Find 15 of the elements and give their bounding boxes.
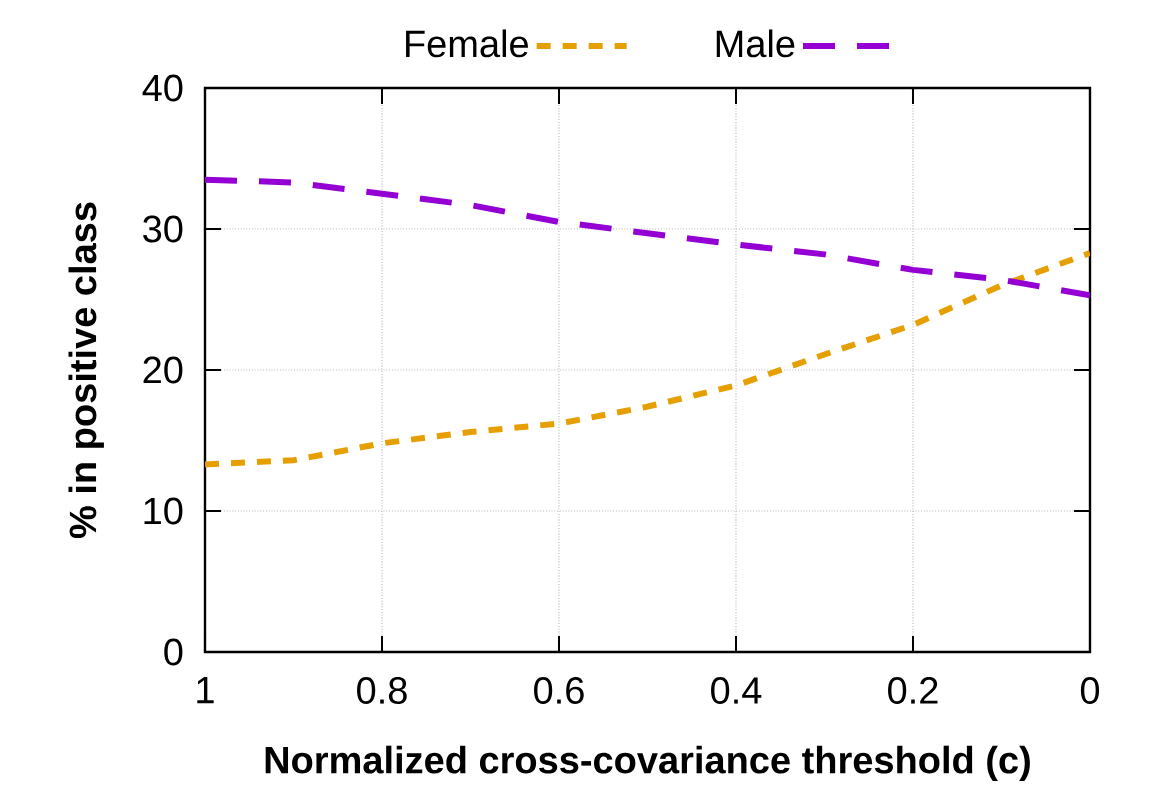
x-tick-label: 0.6 <box>534 677 584 704</box>
legend-label: Female <box>406 29 528 58</box>
y-axis-title: % in positive class <box>68 202 104 539</box>
x-tick-label: 0 <box>1080 677 1100 704</box>
x-axis-title: Normalized cross-covariance threshold (c) <box>265 745 1030 782</box>
x-tick-label: 0.2 <box>888 677 938 704</box>
x-tick-label: 1 <box>197 677 214 704</box>
y-tick-label: 20 <box>143 356 183 384</box>
x-tick-label: 0.4 <box>711 677 762 704</box>
y-tick-label: 30 <box>143 215 183 243</box>
y-tick-label: 40 <box>142 74 183 102</box>
y-tick-label: 10 <box>144 497 183 525</box>
x-tick-label: 0.8 <box>357 677 407 704</box>
legend-label: Male <box>716 29 795 58</box>
y-tick-label: 0 <box>164 638 183 666</box>
